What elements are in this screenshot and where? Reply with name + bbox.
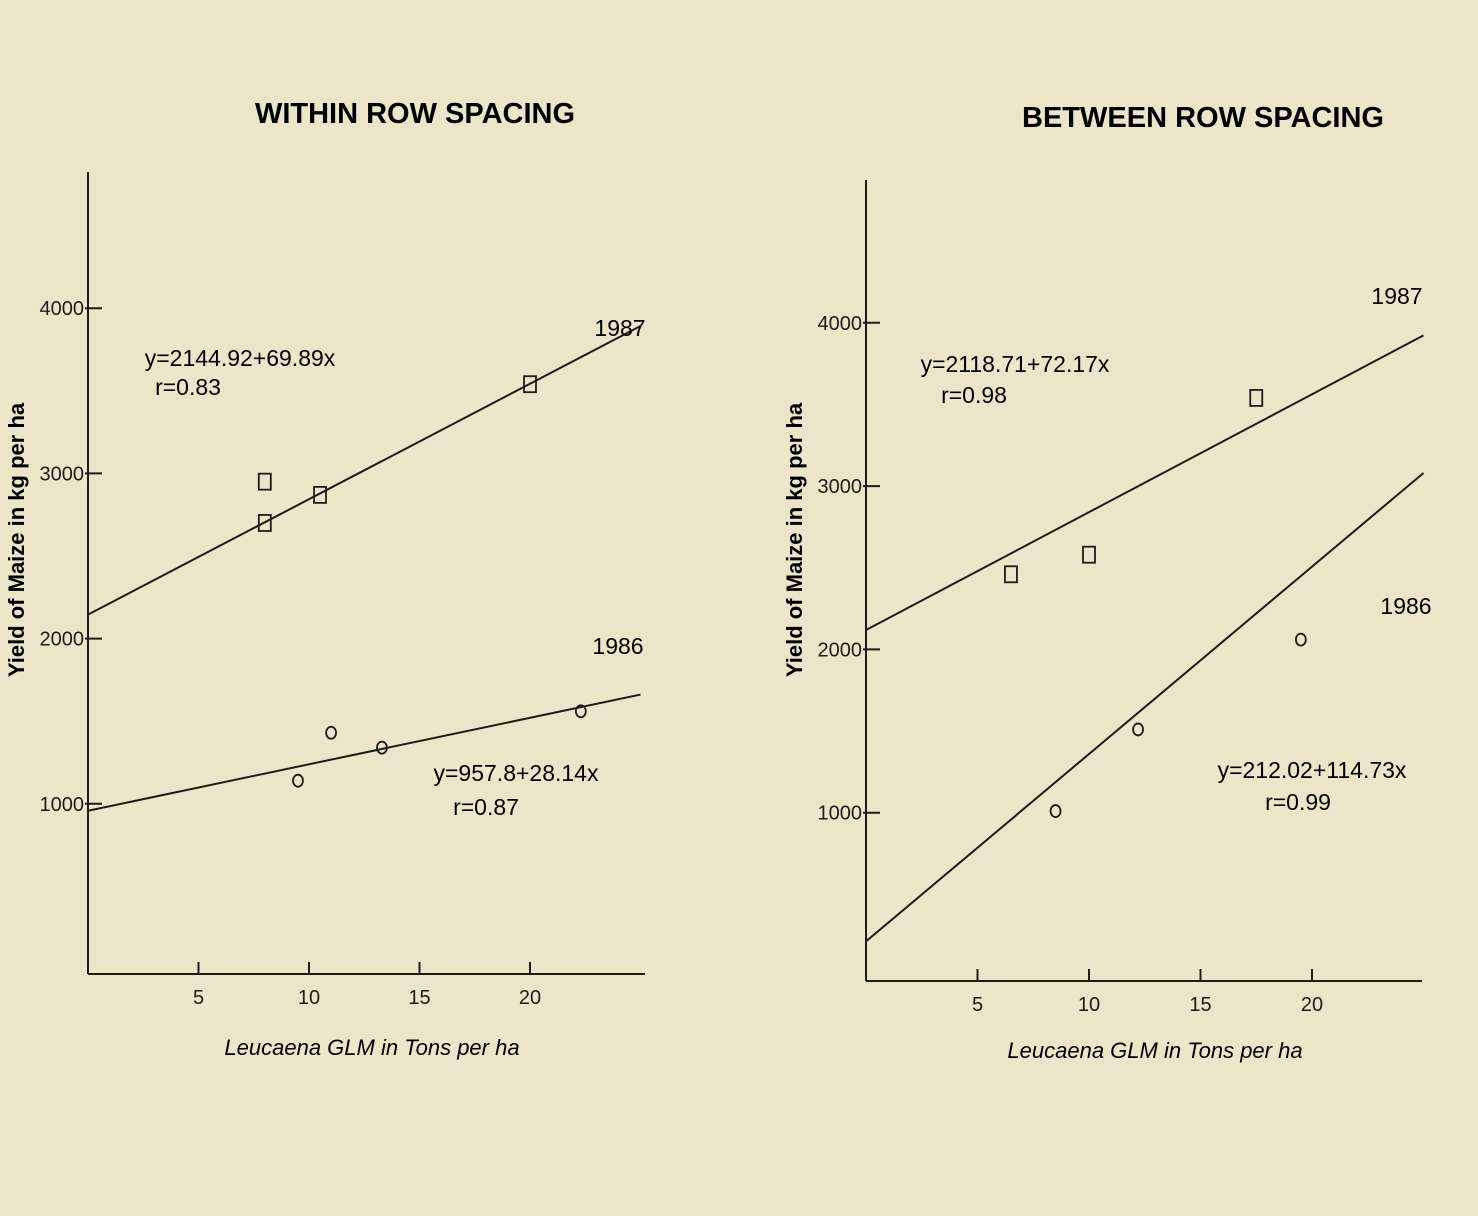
y-tick-label: 3000 xyxy=(40,463,85,485)
axes xyxy=(87,172,645,975)
series-name-1987: 1987 xyxy=(1371,283,1422,309)
equation-1987: y=2144.92+69.89x xyxy=(145,345,336,371)
data-point-1987 xyxy=(313,485,327,504)
data-point-1986 xyxy=(376,740,388,755)
equation-1986: y=212.02+114.73x xyxy=(1218,757,1407,783)
fit-lines xyxy=(87,325,641,812)
y-tick-label: 3000 xyxy=(818,476,863,498)
r-value-1987: r=0.98 xyxy=(941,382,1007,408)
data-points xyxy=(1004,389,1307,818)
data-point-1987 xyxy=(257,514,272,532)
data-point-1987 xyxy=(1004,565,1018,584)
data-point-1987 xyxy=(523,375,537,394)
equation-1987: y=2118.71+72.17x xyxy=(921,351,1110,377)
data-point-1986 xyxy=(1132,722,1144,737)
y-axis-label: Yield of Maize in kg per ha xyxy=(4,402,29,677)
y-axis-label: Yield of Maize in kg per ha xyxy=(782,402,807,677)
y-tick-label: 1000 xyxy=(40,794,85,816)
ticks: 1000 2000 3000 4000 5 10 15 20 xyxy=(818,313,1324,1016)
axes xyxy=(865,180,1422,982)
data-point-1986 xyxy=(325,725,338,740)
series-name-1986: 1986 xyxy=(592,633,643,659)
x-tick-label: 5 xyxy=(193,987,204,1009)
r-value-1986: r=0.87 xyxy=(453,794,519,820)
y-tick-label: 4000 xyxy=(40,298,85,320)
x-axis-label: Leucaena GLM in Tons per ha xyxy=(224,1035,519,1060)
x-tick-label: 10 xyxy=(298,987,320,1009)
y-tick-label: 2000 xyxy=(40,629,85,651)
y-tick-label: 1000 xyxy=(818,803,863,825)
data-point-1987 xyxy=(1082,545,1096,564)
data-point-1986 xyxy=(292,773,304,788)
y-tick-label: 4000 xyxy=(818,313,863,335)
data-points xyxy=(257,375,587,788)
fit-line-1986 xyxy=(87,693,641,812)
y-tick-label: 2000 xyxy=(818,639,863,661)
ticks: 1000 2000 3000 4000 5 10 15 20 xyxy=(40,298,542,1009)
data-point-1987 xyxy=(1249,389,1264,407)
data-point-1986 xyxy=(1294,632,1307,647)
x-tick-label: 20 xyxy=(519,987,541,1009)
x-tick-label: 5 xyxy=(972,994,983,1016)
x-axis-label: Leucaena GLM in Tons per ha xyxy=(1007,1038,1302,1063)
series-name-1986: 1986 xyxy=(1380,593,1431,619)
equation-1986: y=957.8+28.14x xyxy=(434,760,599,786)
data-point-1987 xyxy=(257,472,272,491)
r-value-1986: r=0.99 xyxy=(1265,789,1331,815)
fit-line-1987 xyxy=(87,325,641,616)
data-point-1986 xyxy=(574,704,587,719)
chart-title: BETWEEN ROW SPACING xyxy=(1022,102,1384,134)
x-tick-label: 10 xyxy=(1078,994,1100,1016)
x-tick-label: 15 xyxy=(1189,994,1211,1016)
r-value-1987: r=0.83 xyxy=(155,374,221,400)
fit-line-1986 xyxy=(865,472,1425,943)
series-name-1987: 1987 xyxy=(594,315,645,341)
x-tick-label: 20 xyxy=(1301,994,1323,1016)
fit-line-1987 xyxy=(865,334,1424,631)
x-tick-label: 15 xyxy=(408,987,430,1009)
chart-title: WITHIN ROW SPACING xyxy=(255,98,575,130)
panel-within-row-spacing: WITHIN ROW SPACING 1000 2000 3000 4000 5 10 15… xyxy=(4,98,646,1060)
data-point-1986 xyxy=(1049,804,1062,818)
fit-lines xyxy=(865,334,1425,943)
